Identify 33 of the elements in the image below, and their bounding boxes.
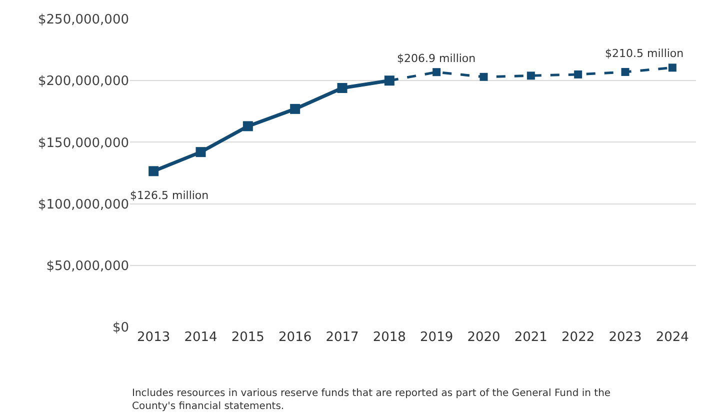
x-tick-label: 2022 [562,330,595,345]
y-tick-label: $250,000,000 [38,12,129,28]
y-tick-label: $150,000,000 [38,136,129,151]
annotation: $126.5 million [130,189,209,202]
x-tick-label: 2018 [372,330,406,345]
point [148,166,159,176]
y-tick-label: $0 [112,320,129,336]
annotation: $206.9 million [397,52,476,65]
x-tick-label: 2016 [278,330,312,345]
y-tick-label: $200,000,000 [38,74,129,90]
x-tick-label: 2019 [420,330,454,345]
point [621,68,630,76]
y-tick-label: $50,000,000 [46,258,129,274]
point [574,70,582,78]
point [526,72,535,80]
x-tick-label: 2021 [514,330,548,345]
x-tick-label: 2023 [608,330,642,345]
point [432,68,441,76]
point [480,72,488,81]
y-tick-label: $100,000,000 [38,197,129,212]
x-tick-label: 2017 [326,330,359,345]
x-tick-label: 2014 [184,330,218,345]
point [290,104,300,114]
point [668,64,676,72]
x-tick-label: 2024 [656,330,689,345]
text: Includes resources in various reserve funds that are reported as part of the General Fund in the County's financial statements. [132,388,611,412]
annotation: $210.5 million [605,47,684,60]
x-tick-label: 2013 [137,330,170,345]
point [337,82,348,93]
point [196,147,206,158]
x-tick-label: 2015 [231,330,264,345]
x-tick-label: 2020 [467,330,500,345]
point [242,121,253,132]
